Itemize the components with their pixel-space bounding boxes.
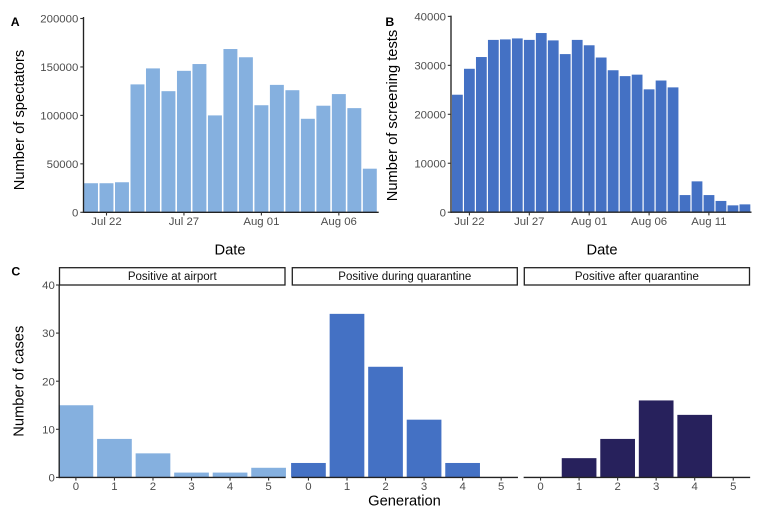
svg-text:Date: Date	[214, 243, 245, 259]
svg-text:Jul 27: Jul 27	[169, 216, 199, 228]
svg-text:3: 3	[421, 481, 427, 493]
svg-text:1: 1	[576, 481, 582, 493]
svg-text:Number of cases: Number of cases	[12, 326, 28, 437]
svg-text:0: 0	[73, 481, 79, 493]
svg-text:Aug 11: Aug 11	[691, 216, 726, 228]
svg-text:0: 0	[440, 207, 446, 219]
svg-text:C: C	[11, 265, 20, 279]
svg-text:150000: 150000	[40, 62, 78, 74]
svg-text:4: 4	[692, 481, 698, 493]
svg-text:20000: 20000	[414, 109, 446, 121]
svg-text:10: 10	[42, 424, 55, 436]
svg-text:Aug 01: Aug 01	[571, 216, 607, 228]
svg-text:Jul 22: Jul 22	[91, 216, 121, 228]
svg-text:Aug 01: Aug 01	[243, 216, 279, 228]
svg-text:2: 2	[150, 481, 156, 493]
svg-text:Positive after quarantine: Positive after quarantine	[575, 271, 699, 283]
svg-text:Number of screening tests: Number of screening tests	[385, 30, 401, 201]
svg-text:0: 0	[537, 481, 543, 493]
svg-text:5: 5	[730, 481, 736, 493]
svg-text:Jul 22: Jul 22	[454, 216, 484, 228]
svg-text:Aug 06: Aug 06	[321, 216, 357, 228]
svg-text:Number of spectators: Number of spectators	[12, 50, 28, 190]
svg-text:30: 30	[42, 328, 55, 340]
svg-text:Date: Date	[586, 243, 617, 259]
svg-text:2: 2	[614, 481, 620, 493]
svg-text:0: 0	[48, 473, 54, 485]
svg-text:Positive during quarantine: Positive during quarantine	[338, 271, 471, 283]
svg-text:40: 40	[42, 280, 55, 292]
svg-text:5: 5	[265, 481, 271, 493]
svg-text:3: 3	[653, 481, 659, 493]
svg-text:0: 0	[72, 207, 78, 219]
svg-text:Jul 27: Jul 27	[514, 216, 544, 228]
svg-text:4: 4	[227, 481, 233, 493]
svg-text:3: 3	[188, 481, 194, 493]
svg-text:2: 2	[382, 481, 388, 493]
svg-text:100000: 100000	[40, 111, 78, 123]
svg-text:20: 20	[42, 376, 55, 388]
svg-text:Aug 06: Aug 06	[631, 216, 667, 228]
svg-text:30000: 30000	[414, 60, 446, 72]
svg-text:A: A	[11, 15, 20, 29]
svg-text:1: 1	[344, 481, 350, 493]
svg-text:200000: 200000	[40, 14, 78, 26]
svg-text:50000: 50000	[47, 159, 79, 171]
svg-text:1: 1	[111, 481, 117, 493]
svg-text:40000: 40000	[414, 12, 446, 24]
svg-text:0: 0	[305, 481, 311, 493]
svg-text:B: B	[385, 15, 394, 29]
svg-text:Generation: Generation	[368, 493, 441, 509]
svg-text:10000: 10000	[414, 158, 446, 170]
svg-text:5: 5	[498, 481, 504, 493]
svg-text:Positive at airport: Positive at airport	[128, 271, 218, 283]
svg-text:4: 4	[459, 481, 465, 493]
